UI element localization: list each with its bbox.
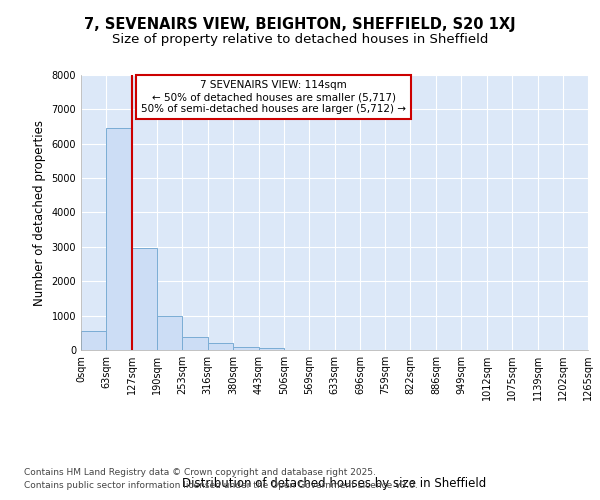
- Text: 7 SEVENAIRS VIEW: 114sqm
← 50% of detached houses are smaller (5,717)
50% of sem: 7 SEVENAIRS VIEW: 114sqm ← 50% of detach…: [141, 80, 406, 114]
- Bar: [259, 348, 284, 350]
- Y-axis label: Number of detached properties: Number of detached properties: [33, 120, 46, 306]
- Text: Contains HM Land Registry data © Crown copyright and database right 2025.: Contains HM Land Registry data © Crown c…: [24, 468, 376, 477]
- Bar: [233, 346, 259, 350]
- X-axis label: Distribution of detached houses by size in Sheffield: Distribution of detached houses by size …: [182, 477, 487, 490]
- Text: Size of property relative to detached houses in Sheffield: Size of property relative to detached ho…: [112, 32, 488, 46]
- Bar: [106, 128, 132, 350]
- Text: Contains public sector information licensed under the Open Government Licence v3: Contains public sector information licen…: [24, 480, 418, 490]
- Bar: [81, 331, 106, 350]
- Bar: [182, 337, 208, 350]
- Text: 7, SEVENAIRS VIEW, BEIGHTON, SHEFFIELD, S20 1XJ: 7, SEVENAIRS VIEW, BEIGHTON, SHEFFIELD, …: [84, 18, 516, 32]
- Bar: [208, 343, 233, 350]
- Bar: [132, 248, 157, 350]
- Bar: [157, 316, 182, 350]
